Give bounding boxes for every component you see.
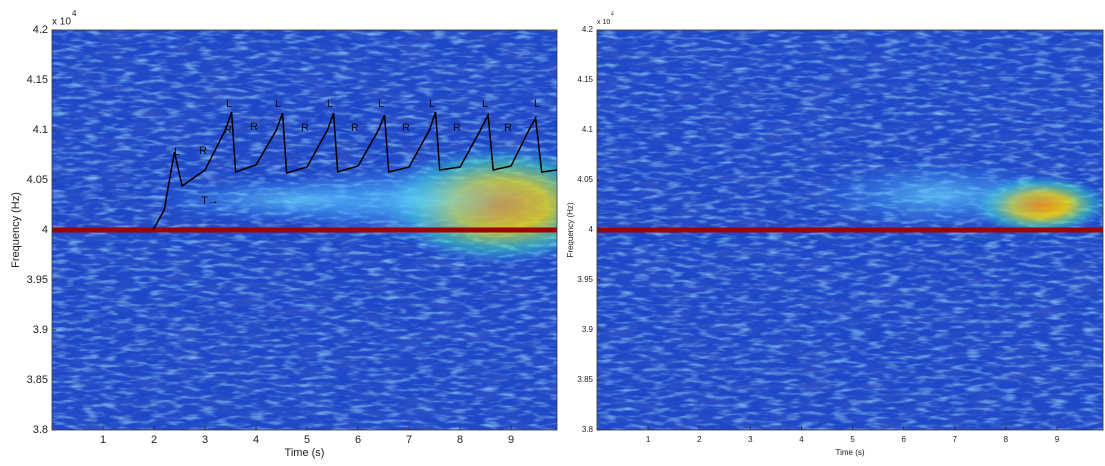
spectrogram-panel: 4.2 4.15 4.1 4.05 4 3.95 3.9 3.85 3.8 1 2 3 4 5 6 7 8 9 Ti…: [566, 11, 1104, 457]
x-tick-label: 4: [253, 434, 259, 446]
annotation: R: [504, 122, 512, 134]
x-tick-label: 1: [100, 434, 106, 446]
y-scale-exponent: 4: [72, 9, 77, 18]
annotation: T→: [201, 195, 219, 207]
spectrogram-image: [597, 30, 1103, 430]
x-tick-label: 3: [748, 435, 753, 444]
y-tick-label: 4: [42, 224, 48, 236]
x-tick-label: 5: [850, 435, 855, 444]
annotation: R: [224, 124, 232, 136]
annotation: R: [301, 122, 309, 134]
x-tick-label: 2: [151, 434, 157, 446]
y-tick-label: 4.15: [577, 75, 593, 84]
y-tick-label: 4.05: [27, 174, 48, 186]
x-tick-label: 7: [953, 435, 958, 444]
annotation: R: [199, 145, 207, 157]
x-tick-label: 9: [1055, 435, 1060, 444]
y-tick-label: 3.9: [33, 324, 48, 336]
annotation: R: [351, 122, 359, 134]
annotation: L: [482, 98, 488, 110]
y-tick-label: 3.8: [33, 424, 48, 436]
y-scale-exponent: 4: [611, 11, 614, 17]
trace-line: [152, 111, 558, 231]
y-tick-label: 3.85: [577, 375, 593, 384]
x-tick-label: 5: [304, 434, 310, 446]
annotation: L: [327, 98, 333, 110]
x-tick-label: 8: [1004, 435, 1009, 444]
y-scale-label: x 10: [597, 19, 610, 26]
annotation: L: [378, 98, 384, 110]
y-tick-label: 4.15: [27, 74, 48, 86]
energy-region: [150, 175, 450, 225]
x-axis-label: Time (s): [285, 447, 325, 459]
energy-region: [810, 160, 1070, 230]
labels: 4.2 4.15 4.1 4.05 4 3.95 3.9 3.85 3.8 1 2 3 4 5 6 7 8 9 Ti…: [566, 11, 1060, 457]
y-tick-label: 3.9: [582, 325, 594, 334]
annotation: R: [402, 122, 410, 134]
x-tick-label: 6: [355, 434, 361, 446]
annotation: L: [174, 146, 180, 158]
y-tick-label: 3.95: [577, 275, 593, 284]
y-axis-label: Frequency (Hz): [10, 192, 22, 268]
x-tick-label: 2: [697, 435, 702, 444]
y-tick-label: 4.1: [33, 124, 48, 136]
annotation: R: [453, 122, 461, 134]
y-tick-label: 4.05: [577, 175, 593, 184]
x-tick-label: 1: [646, 435, 651, 444]
y-tick-label: 4: [589, 225, 594, 234]
spectrogram-image: [52, 30, 557, 430]
annotation: L: [429, 98, 435, 110]
annotation: L: [534, 98, 540, 110]
y-tick-label: 4.1: [582, 125, 594, 134]
x-tick-label: 8: [457, 434, 463, 446]
x-tick-label: 7: [406, 434, 412, 446]
annotation: L: [275, 98, 281, 110]
y-tick-label: 4.2: [33, 24, 48, 36]
x-tick-label: 9: [508, 434, 514, 446]
y-tick-label: 4.2: [582, 25, 594, 34]
annotation: L: [226, 98, 232, 110]
annotation: R: [250, 121, 258, 133]
spectrogram-panel: 4.2 4.15 4.1 4.05 4 3.95 3.9 3.85 3.8 1 2 3 4 5 6 7 8 9 Ti…: [10, 9, 558, 459]
x-tick-label: 4: [799, 435, 804, 444]
y-tick-label: 3.95: [27, 274, 48, 286]
x-tick-label: 3: [202, 434, 208, 446]
y-axis-label: Frequency (Hz): [566, 202, 575, 257]
x-tick-label: 6: [901, 435, 906, 444]
labels: 4.2 4.15 4.1 4.05 4 3.95 3.9 3.85 3.8 1 2 3 4 5 6 7 8 9 Ti…: [10, 9, 514, 459]
y-tick-label: 3.85: [27, 374, 48, 386]
x-axis-label: Time (s): [835, 448, 864, 457]
y-scale-label: x 10: [52, 17, 71, 28]
y-tick-label: 3.8: [582, 425, 594, 434]
